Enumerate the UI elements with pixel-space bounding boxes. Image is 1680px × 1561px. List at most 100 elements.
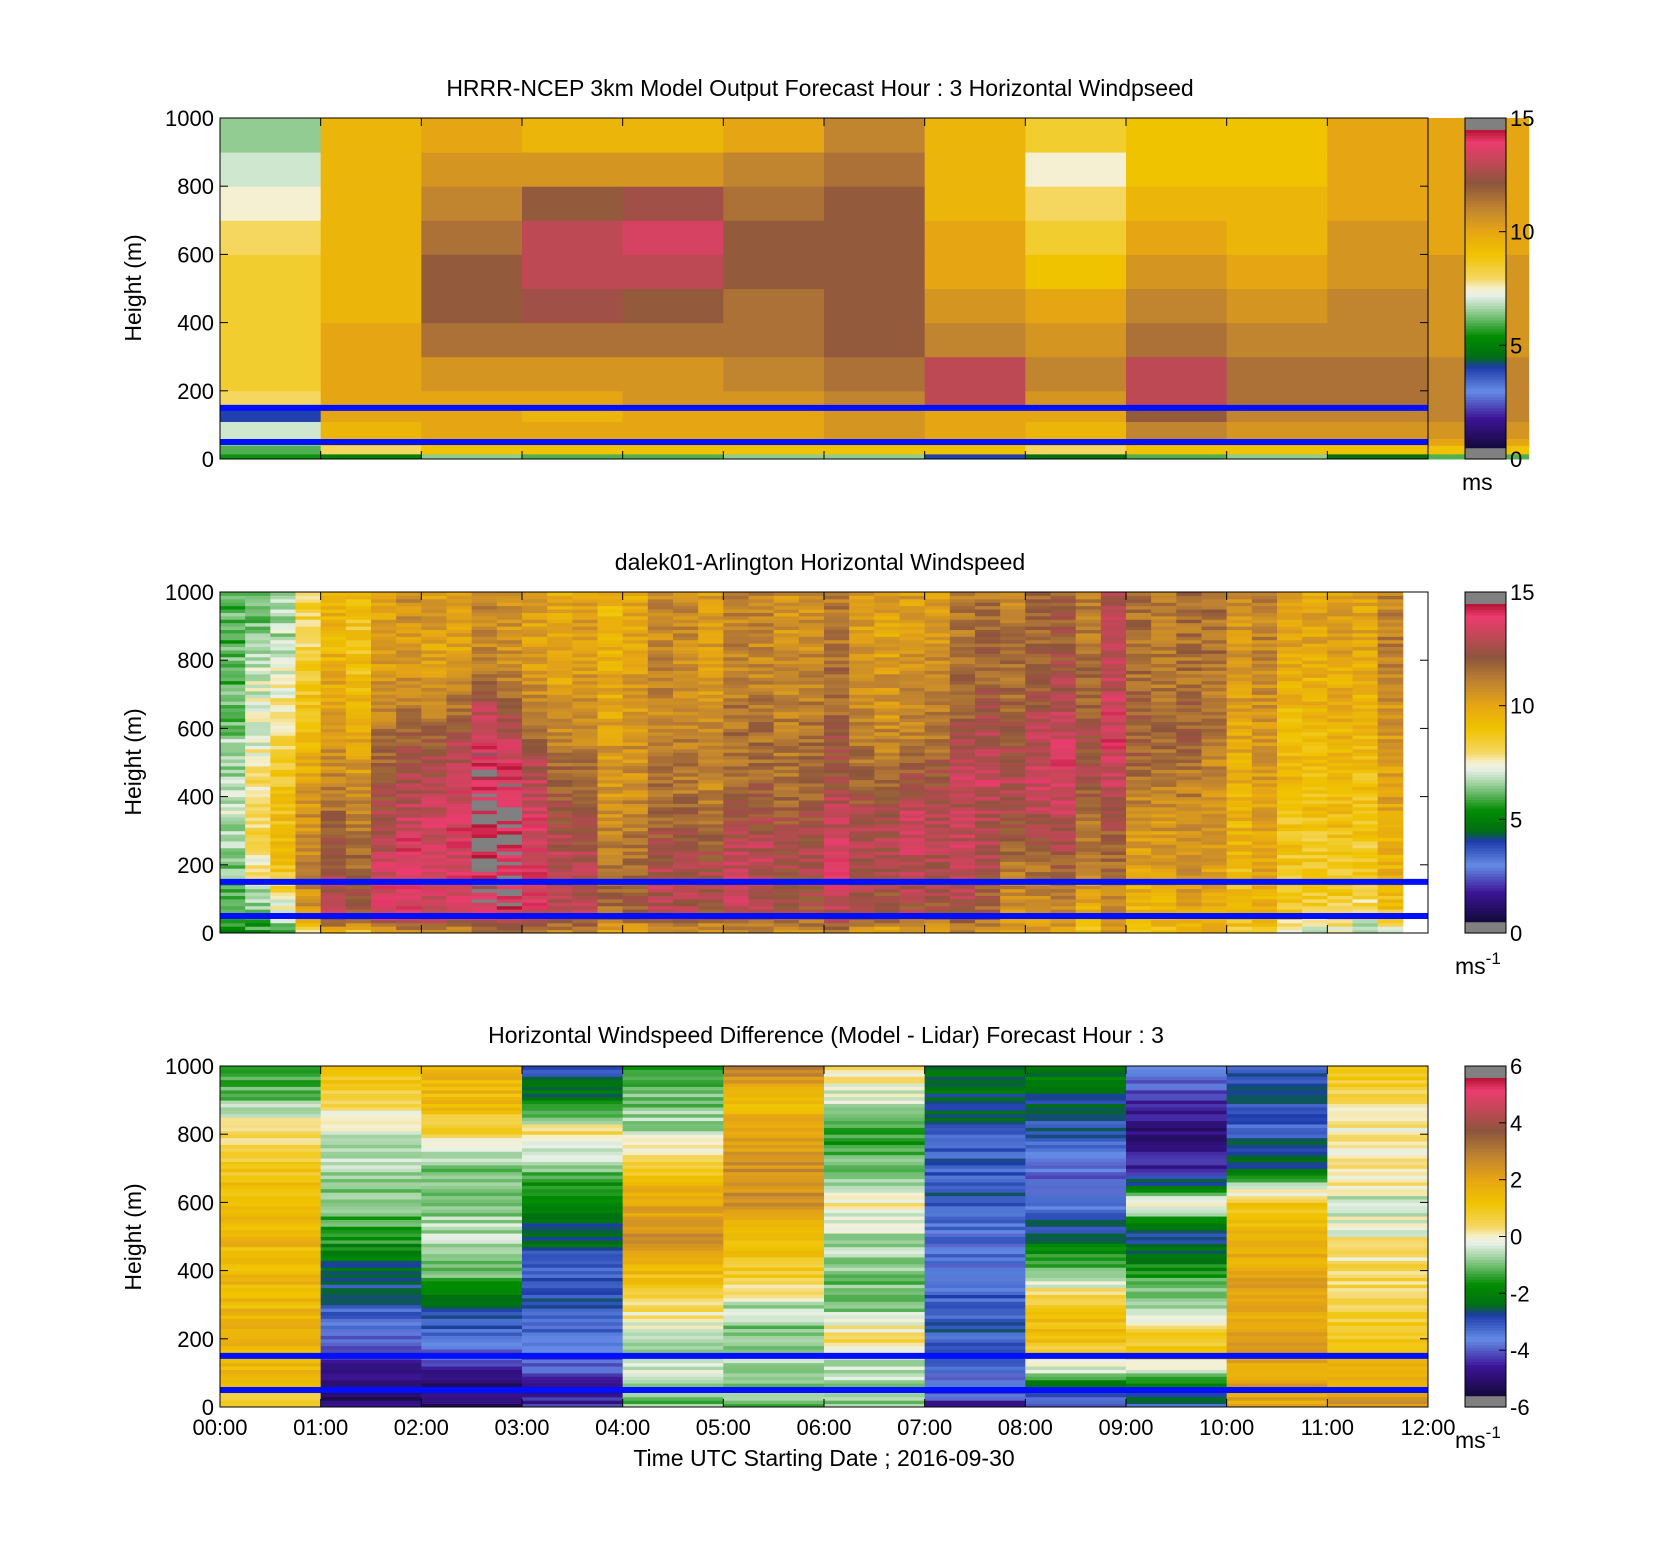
heatmap-cell <box>1151 929 1177 934</box>
colorbar-segment <box>1465 129 1506 133</box>
heatmap-cell <box>421 861 447 866</box>
heatmap-cell <box>1025 721 1051 726</box>
heatmap-cell <box>220 118 322 153</box>
heatmap-cell <box>647 813 674 818</box>
heatmap-cell <box>345 813 372 818</box>
heatmap-cell <box>1126 919 1152 924</box>
heatmap-cell <box>471 615 498 620</box>
heatmap-cell <box>522 649 548 654</box>
heatmap-cell <box>647 673 674 678</box>
heatmap-cell <box>874 663 900 668</box>
heatmap-cell <box>371 711 397 716</box>
heatmap-cell <box>647 803 674 808</box>
heatmap-cell <box>1201 919 1228 924</box>
heatmap-cell <box>975 680 1001 685</box>
heatmap-cell <box>924 701 951 706</box>
heatmap-cell <box>899 871 926 876</box>
heatmap-cell <box>1302 786 1328 791</box>
heatmap-cell <box>421 421 523 440</box>
heatmap-cell <box>597 649 624 654</box>
heatmap-cell <box>1075 718 1102 723</box>
heatmap-cell <box>1302 639 1328 644</box>
heatmap-cell <box>723 748 749 753</box>
heatmap-cell <box>874 602 900 607</box>
heatmap-cell <box>673 895 699 900</box>
heatmap-cell <box>396 592 422 596</box>
heatmap-cell <box>220 667 246 671</box>
heatmap-cell <box>471 827 498 832</box>
heatmap-cell <box>1151 919 1177 924</box>
heatmap-cell <box>1126 598 1152 603</box>
heatmap-cell <box>1201 803 1228 808</box>
heatmap-cell <box>1377 854 1404 859</box>
heatmap-cell <box>421 694 447 699</box>
colorbar-segment <box>1465 225 1506 230</box>
heatmap-cell <box>673 823 699 828</box>
heatmap-cell <box>446 735 473 740</box>
heatmap-cell <box>295 680 322 685</box>
heatmap-cell <box>320 786 347 791</box>
heatmap-cell <box>849 803 875 808</box>
heatmap-cell <box>1352 820 1379 825</box>
heatmap-cell <box>1075 776 1102 781</box>
heatmap-cell <box>975 765 1001 770</box>
heatmap-cell <box>1327 837 1353 842</box>
heatmap-cell <box>1176 854 1202 859</box>
heatmap-cell <box>245 926 271 931</box>
heatmap-cell <box>748 759 775 763</box>
heatmap-cell <box>371 898 397 903</box>
heatmap-cell <box>1126 755 1152 760</box>
heatmap-cell <box>547 861 573 866</box>
heatmap-cell <box>622 786 649 791</box>
heatmap-cell <box>698 776 724 781</box>
heatmap-cell <box>547 898 573 903</box>
heatmap-cell <box>949 670 976 675</box>
heatmap-cell <box>320 639 347 644</box>
heatmap-cell <box>371 598 397 603</box>
heatmap-cell <box>748 735 775 740</box>
heatmap-cell <box>1277 632 1303 637</box>
heatmap-cell <box>295 871 322 876</box>
heatmap-cell <box>924 605 951 610</box>
heatmap-cell <box>295 840 322 845</box>
heatmap-cell <box>622 718 649 723</box>
heatmap-cell <box>1000 673 1026 678</box>
heatmap-cell <box>220 762 246 767</box>
heatmap-cell <box>1302 840 1328 845</box>
heatmap-cell <box>1075 680 1102 685</box>
heatmap-cell <box>220 643 246 648</box>
heatmap-cell <box>1327 868 1353 873</box>
heatmap-cell <box>622 742 649 746</box>
heatmap-cell <box>1302 701 1328 706</box>
heatmap-cell <box>245 694 271 699</box>
heatmap-cell <box>949 680 976 685</box>
heatmap-cell <box>1025 322 1127 358</box>
heatmap-cell <box>572 690 598 695</box>
heatmap-cell <box>673 888 699 893</box>
heatmap-cell <box>949 864 976 869</box>
heatmap-cell <box>345 755 372 760</box>
heatmap-cell <box>1352 718 1379 723</box>
heatmap-cell <box>874 922 900 927</box>
heatmap-cell <box>1251 803 1278 808</box>
heatmap-cell <box>1277 902 1303 907</box>
heatmap-cell <box>1025 724 1051 729</box>
heatmap-cell <box>1226 707 1253 712</box>
heatmap-cell <box>496 929 523 934</box>
heatmap-cell <box>647 687 674 692</box>
heatmap-cell <box>245 837 271 842</box>
heatmap-cell <box>572 748 598 753</box>
heatmap-cell <box>371 609 397 613</box>
heatmap-cell <box>1075 868 1102 873</box>
heatmap-cell <box>1075 670 1102 675</box>
heatmap-cell <box>949 660 976 665</box>
heatmap-cell <box>698 837 724 842</box>
heatmap-cell <box>949 639 976 644</box>
heatmap-cell <box>1277 789 1303 794</box>
heatmap-cell <box>1025 220 1127 255</box>
heatmap-cell <box>975 653 1001 658</box>
heatmap-cell <box>1151 602 1177 607</box>
heatmap-cell <box>899 779 926 784</box>
heatmap-cell <box>1176 748 1202 753</box>
heatmap-cell <box>1226 711 1253 716</box>
